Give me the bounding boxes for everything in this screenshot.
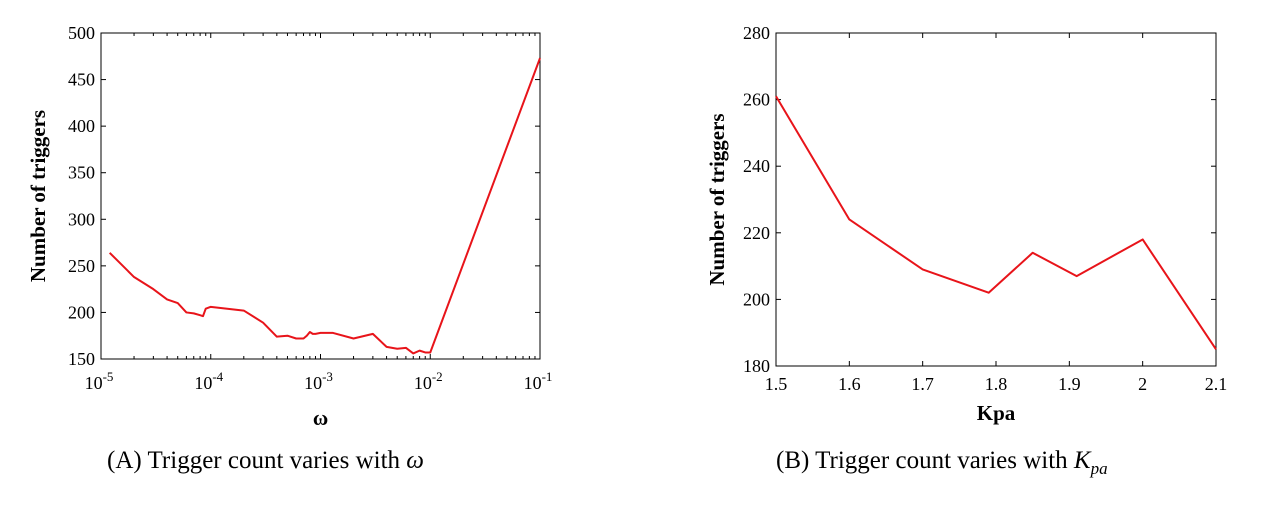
caption-a-text: Trigger count varies with xyxy=(147,447,407,474)
x-tick-base: 10 xyxy=(304,373,322,393)
caption-b-variable: K xyxy=(1073,447,1091,474)
y-tick-label: 300 xyxy=(68,209,95,229)
x-tick-exponent: -3 xyxy=(322,369,333,384)
x-tick-exponent: -5 xyxy=(103,369,114,384)
y-tick-label: 350 xyxy=(68,163,95,183)
x-axis-label: Kpa xyxy=(977,401,1016,425)
x-tick-label: 10-5 xyxy=(85,369,114,393)
y-tick-label: 200 xyxy=(743,289,770,309)
x-tick-label: 2.1 xyxy=(1205,374,1228,394)
chart-b: 180 200 220 240 260 280 1.5 1.6 1.7 1.8 1.9 2 2.1 Kpa… xyxy=(705,23,1227,425)
x-tick-label: 1.9 xyxy=(1058,374,1081,394)
x-tick-base: 10 xyxy=(85,373,103,393)
y-tick-label: 280 xyxy=(743,23,770,43)
y-tick-label: 180 xyxy=(743,356,770,376)
y-tick-label: 500 xyxy=(68,23,95,43)
caption-a: (A) Trigger count varies with ω xyxy=(107,447,424,479)
y-tick-label: 220 xyxy=(743,223,770,243)
y-tick-label: 240 xyxy=(743,156,770,176)
x-axis-label: ω xyxy=(313,406,328,430)
caption-a-prefix: (A) xyxy=(107,447,142,474)
x-tick-label: 10-3 xyxy=(304,369,333,393)
plot-frame xyxy=(100,32,541,360)
x-tick-label: 10-4 xyxy=(194,369,223,393)
x-tick-exponent: -4 xyxy=(212,369,223,384)
caption-b: (B) Trigger count varies with Kpa xyxy=(776,447,1108,479)
x-tick-label: 1.7 xyxy=(911,374,934,394)
x-tick-label: 10-1 xyxy=(524,369,553,393)
x-tick-label: 2 xyxy=(1138,374,1147,394)
y-tick-label: 150 xyxy=(68,349,95,369)
caption-b-prefix: (B) xyxy=(776,447,810,474)
y-tick-label: 250 xyxy=(68,256,95,276)
x-tick-label: 1.8 xyxy=(985,374,1008,394)
y-tick-label: 200 xyxy=(68,302,95,322)
series-line xyxy=(775,95,1217,350)
y-tick-label: 400 xyxy=(68,116,95,136)
x-tick-label: 1.6 xyxy=(838,374,861,394)
x-tick-base: 10 xyxy=(524,373,542,393)
x-tick-exponent: -2 xyxy=(432,369,443,384)
y-tick-label: 260 xyxy=(743,90,770,110)
series-line xyxy=(108,57,541,355)
caption-b-subscript: pa xyxy=(1090,459,1108,478)
x-tick-label: 10-2 xyxy=(414,369,443,393)
y-tick-label: 450 xyxy=(68,70,95,90)
y-axis-label: Number of triggers xyxy=(705,113,729,285)
x-tick-label: 1.5 xyxy=(765,374,788,394)
caption-a-variable: ω xyxy=(406,447,424,474)
y-axis-label: Number of triggers xyxy=(26,110,50,282)
x-tick-exponent: -1 xyxy=(542,369,553,384)
x-tick-base: 10 xyxy=(414,373,432,393)
caption-b-text: Trigger count varies with xyxy=(815,447,1074,474)
x-tick-base: 10 xyxy=(194,373,212,393)
plot-frame xyxy=(775,32,1217,367)
